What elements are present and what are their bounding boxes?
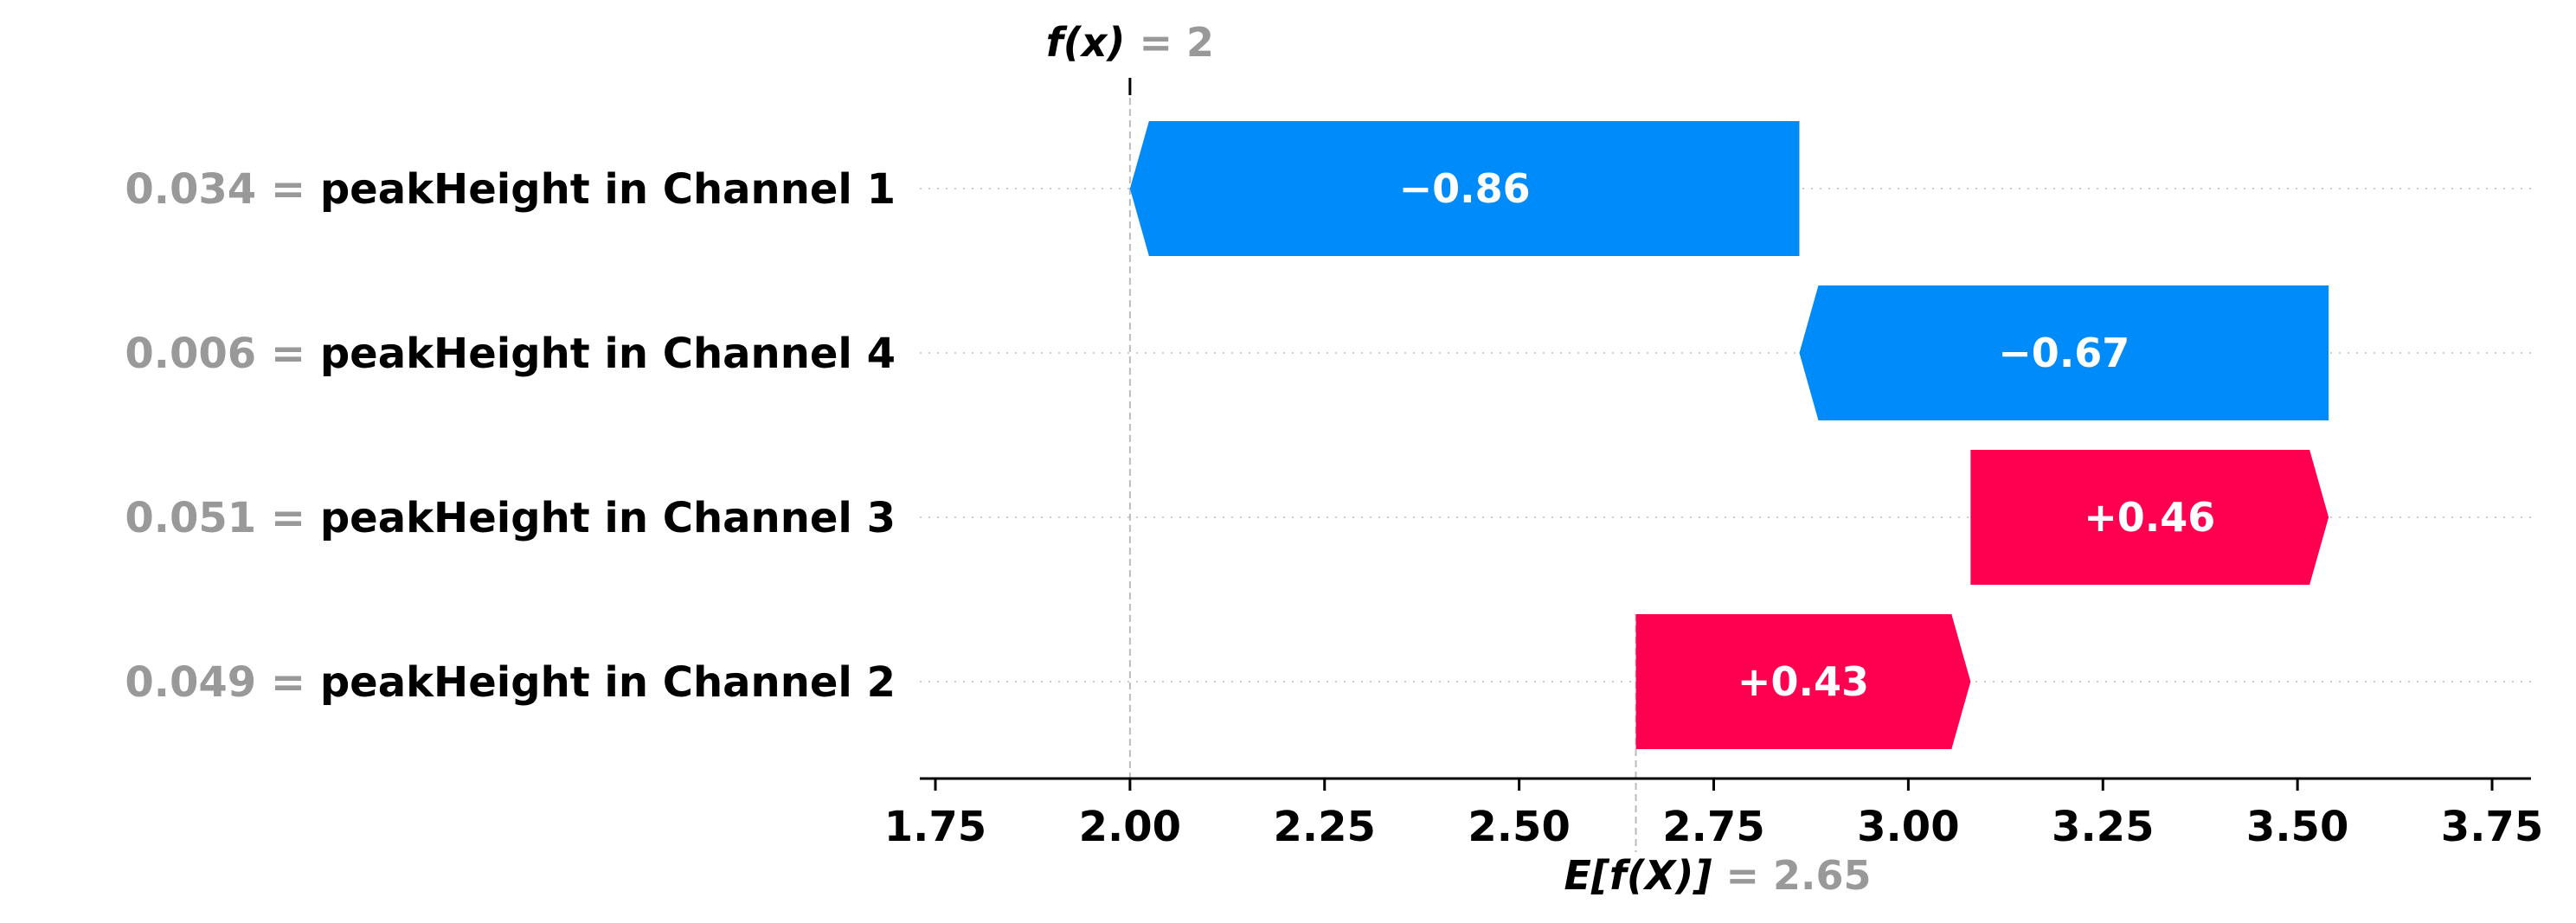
x-tick-label: 1.75 — [884, 803, 986, 851]
x-tick-label: 2.50 — [1468, 803, 1570, 851]
x-tick-label: 2.25 — [1274, 803, 1376, 851]
bottom-annotation: E[f(X)] = 2.65 — [1564, 852, 1871, 899]
x-tick-label: 3.00 — [1857, 803, 1959, 851]
feature-labels: 0.034 = peakHeight in Channel 1 0.006 = p… — [125, 165, 896, 707]
feature-label: 0.006 = peakHeight in Channel 4 — [125, 330, 896, 378]
positive-contribution-bar — [1635, 614, 1971, 749]
x-tick-label: 3.50 — [2246, 803, 2348, 851]
x-axis: 1.75 2.00 2.25 2.50 2.75 3.00 3.25 3.50 3.75 — [884, 777, 2543, 851]
svg-text:f(x) = 2: f(x) = 2 — [1046, 19, 1214, 66]
bar-value-label: −0.67 — [1998, 330, 2130, 376]
feature-name: peakHeight in Channel 2 — [320, 658, 896, 707]
x-tick-label: 2.75 — [1662, 803, 1764, 851]
bar-value-label: +0.46 — [2084, 494, 2215, 541]
output-value-number: = 2 — [1125, 19, 1214, 66]
x-ticks: 1.75 2.00 2.25 2.50 2.75 3.00 3.25 3.50 3.75 — [884, 779, 2543, 851]
top-annotation: f(x) = 2 — [1046, 19, 1214, 95]
base-value-label: E[f(X)] — [1564, 852, 1712, 899]
x-tick-label: 3.75 — [2441, 803, 2543, 851]
x-tick-label: 2.00 — [1079, 803, 1181, 851]
feature-name: peakHeight in Channel 4 — [320, 330, 896, 378]
feature-value: 0.049 = — [125, 658, 319, 707]
base-value-number: = 2.65 — [1712, 852, 1871, 899]
output-value-label: f(x) — [1046, 19, 1126, 66]
negative-contribution-bar — [1129, 121, 1800, 256]
feature-value: 0.006 = — [125, 330, 319, 378]
feature-label: 0.034 = peakHeight in Channel 1 — [125, 165, 896, 214]
bar-value-label: +0.43 — [1738, 658, 1869, 705]
feature-name: peakHeight in Channel 3 — [320, 494, 896, 542]
x-tick-label: 3.25 — [2052, 803, 2154, 851]
negative-contribution-bar — [1799, 285, 2329, 420]
feature-label: 0.051 = peakHeight in Channel 3 — [125, 494, 896, 542]
positive-contribution-bar — [1970, 450, 2329, 585]
feature-label: 0.049 = peakHeight in Channel 2 — [125, 658, 896, 707]
bars: −0.86 −0.67 +0.46 +0.43 — [1129, 121, 2329, 749]
bar-value-label: −0.86 — [1399, 165, 1531, 212]
feature-value: 0.034 = — [125, 165, 319, 214]
feature-name: peakHeight in Channel 1 — [320, 165, 896, 214]
svg-text:E[f(X)] = 2.65: E[f(X)] = 2.65 — [1564, 852, 1871, 899]
row-guides — [920, 188, 2531, 683]
feature-value: 0.051 = — [125, 494, 319, 542]
